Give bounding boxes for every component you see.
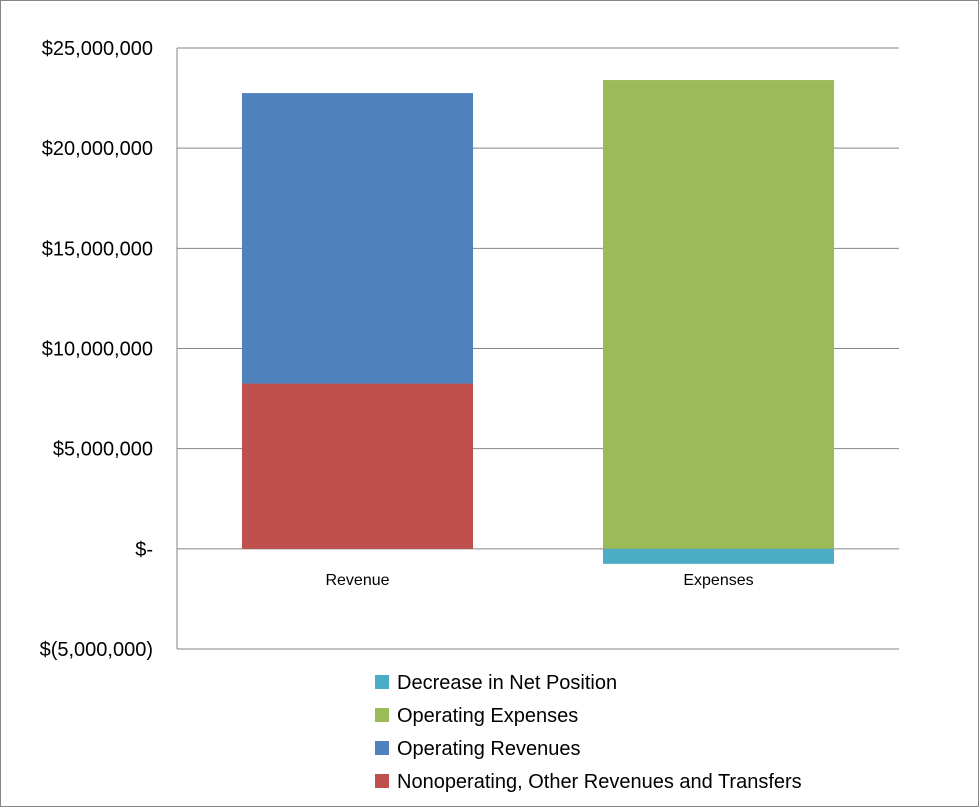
bars <box>241 80 835 564</box>
legend: Decrease in Net Position Operating Expens… <box>375 672 802 793</box>
y-tick-label: $15,000,000 <box>42 238 153 260</box>
y-tick-label: $25,000,000 <box>42 38 153 60</box>
bar-expenses-series-2 <box>602 80 835 549</box>
y-tick-label: $20,000,000 <box>42 138 153 160</box>
bar-expenses-series-3 <box>602 548 835 564</box>
legend-label: Nonoperating, Other Revenues and Transfe… <box>397 771 802 793</box>
bar-revenue-series-0 <box>241 383 474 549</box>
y-tick-label: $5,000,000 <box>53 439 153 461</box>
legend-label: Operating Expenses <box>397 705 578 727</box>
y-tick-label: $- <box>135 539 153 561</box>
x-category-label: Revenue <box>325 572 389 589</box>
y-tick-label: $10,000,000 <box>42 339 153 361</box>
bar-revenue-series-1 <box>241 93 474 384</box>
y-tick-label: $(5,000,000) <box>40 639 153 661</box>
x-category-label: Expenses <box>683 572 753 589</box>
x-axis-category-labels: Revenue Expenses <box>325 572 753 589</box>
legend-swatch <box>375 708 389 722</box>
legend-swatch <box>375 675 389 689</box>
legend-label: Operating Revenues <box>397 738 580 760</box>
legend-swatch <box>375 774 389 788</box>
legend-label: Decrease in Net Position <box>397 672 617 694</box>
legend-swatch <box>375 741 389 755</box>
y-axis-tick-labels: $(5,000,000) $- $5,000,000 $10,000,000 $15,0… <box>40 38 153 661</box>
